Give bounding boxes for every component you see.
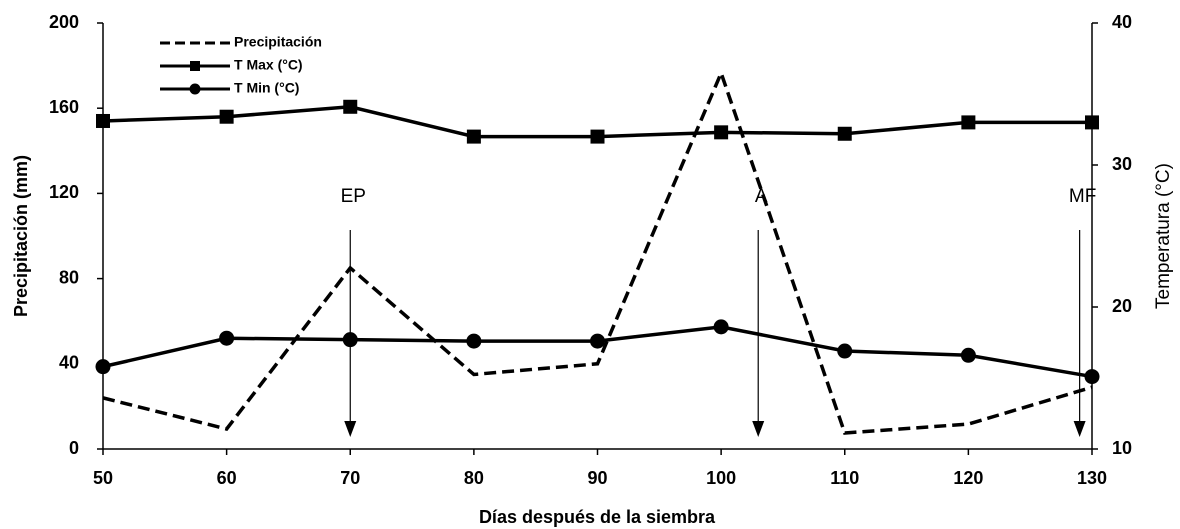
marker [713, 319, 729, 335]
y-tick-label: 0 [69, 438, 79, 458]
y2-tick-label: 10 [1112, 438, 1132, 458]
marker [219, 109, 234, 124]
legend-label: T Min (°C) [234, 80, 299, 96]
x-tick-label: 90 [587, 468, 607, 488]
x-tick-label: 50 [93, 468, 113, 488]
x-axis-label: Días después de la siembra [479, 507, 716, 527]
y2-axis-label: Temperatura (°C) [1153, 163, 1174, 309]
x-tick-label: 60 [217, 468, 237, 488]
annotation-arrowhead [752, 421, 765, 437]
x-tick-label: 70 [340, 468, 360, 488]
annotation-arrowhead [1073, 421, 1086, 437]
marker [961, 115, 976, 130]
y2-tick-label: 20 [1112, 296, 1132, 316]
legend-label: T Max (°C) [234, 57, 303, 73]
marker [219, 330, 235, 346]
marker [466, 129, 481, 144]
legend-marker [189, 83, 201, 95]
annotation-label: MF [1069, 186, 1096, 207]
marker [837, 126, 852, 141]
marker [96, 113, 110, 128]
x-tick-label: 130 [1077, 468, 1107, 488]
marker [714, 125, 729, 140]
marker [342, 332, 358, 348]
y2-tick-label: 40 [1112, 12, 1132, 32]
annotation-arrowhead [344, 421, 357, 437]
marker [590, 129, 605, 144]
y-tick-label: 40 [59, 353, 79, 373]
marker [960, 347, 976, 363]
y-tick-label: 160 [49, 97, 79, 117]
x-tick-label: 110 [830, 468, 859, 488]
marker [590, 333, 605, 349]
y-axis-label: Precipitación (mm) [11, 155, 31, 317]
y2-tick-label: 30 [1112, 154, 1132, 174]
marker [466, 333, 482, 349]
y-tick-label: 80 [59, 267, 79, 287]
y-tick-label: 200 [49, 12, 79, 32]
x-tick-label: 80 [464, 468, 484, 488]
marker [1084, 369, 1100, 385]
marker [1085, 115, 1099, 130]
y-tick-label: 120 [49, 182, 79, 202]
series-line [102, 68, 1093, 435]
legend-label: Precipitación [234, 34, 322, 50]
annotation-label: EP [341, 186, 366, 207]
marker [95, 359, 111, 375]
marker [343, 99, 358, 114]
x-tick-label: 100 [706, 468, 736, 488]
legend-marker [190, 61, 200, 71]
marker [837, 343, 853, 359]
x-tick-label: 120 [953, 468, 983, 488]
